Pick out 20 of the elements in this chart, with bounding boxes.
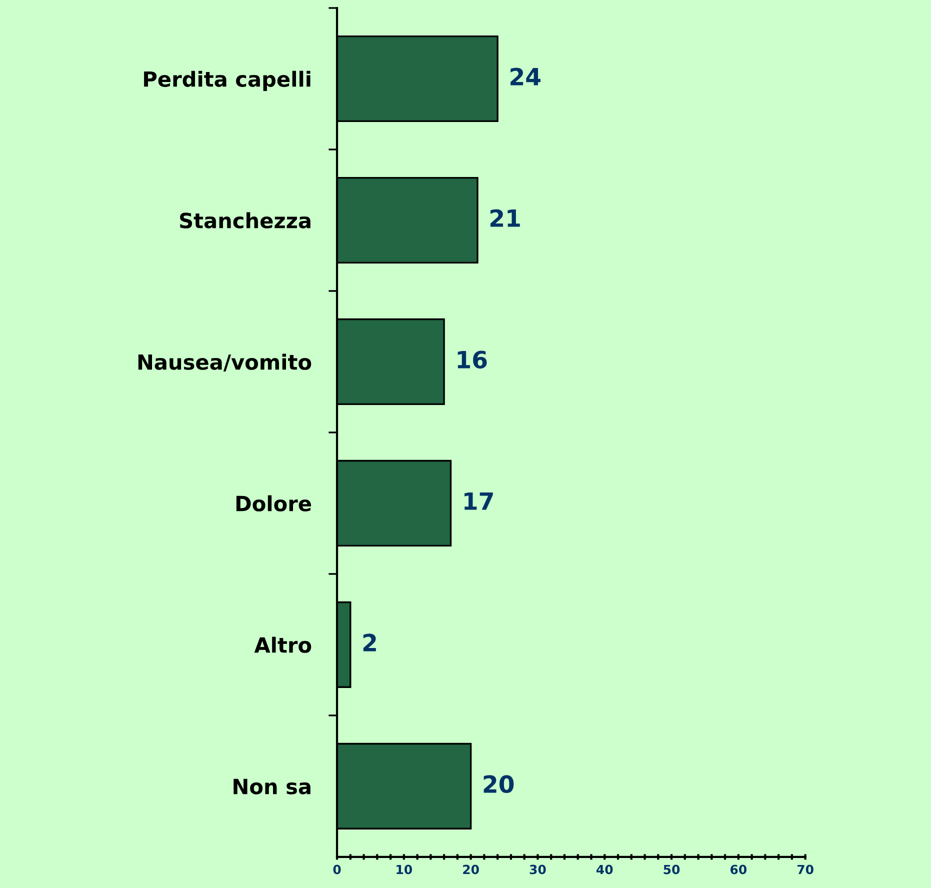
x-tick-label: 40	[596, 864, 613, 874]
data-label: 16	[458, 350, 487, 369]
x-tick-label: 10	[396, 864, 412, 874]
y-tick-label: Non sa	[234, 778, 310, 794]
x-tick-label: 20	[463, 864, 479, 874]
data-label: 24	[510, 68, 540, 86]
x-tick-label: 0	[333, 864, 341, 874]
x-tick-label: 70	[797, 864, 814, 874]
data-label: 21	[490, 209, 520, 227]
y-tick-label: Altro	[254, 636, 312, 653]
x-tick-label: 30	[530, 864, 546, 874]
y-tick-label: Nausea/vomito	[138, 354, 312, 372]
x-tick-label: 50	[664, 864, 680, 874]
data-label: 20	[484, 775, 514, 794]
x-tick-label: 60	[730, 864, 747, 874]
data-label: 2	[363, 634, 376, 652]
y-tick-label: Stanchezza	[180, 212, 310, 228]
data-label: 17	[464, 492, 493, 510]
y-tick-label: Dolore	[236, 495, 312, 512]
y-tick-label: Perdita capelli	[144, 70, 310, 91]
